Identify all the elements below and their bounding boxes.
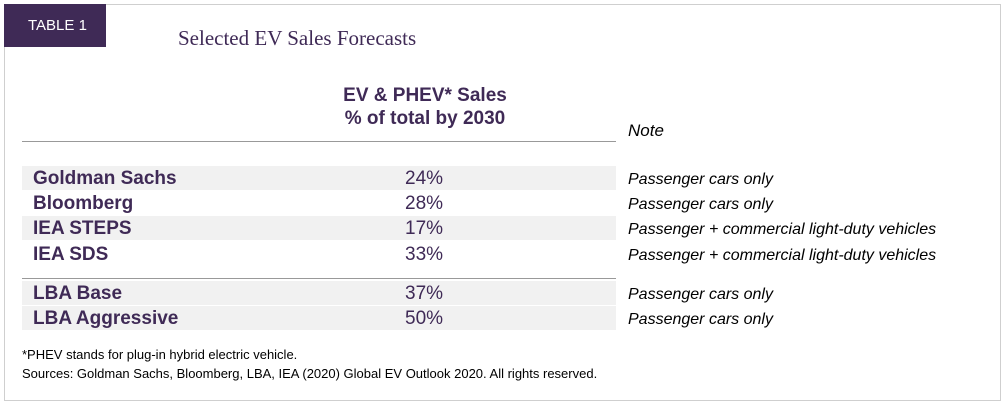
row-note: Passenger cars only	[628, 311, 773, 328]
row-value: 28%	[405, 193, 444, 214]
row-note: Passenger cars only	[628, 171, 773, 188]
row-value: 50%	[405, 308, 444, 329]
row-source: LBA Aggressive	[33, 308, 179, 329]
row-shade	[22, 216, 616, 240]
footnote-sources: Sources: Goldman Sachs, Bloomberg, LBA, …	[22, 366, 598, 381]
table-row: Goldman Sachs 24% Passenger cars only	[22, 166, 982, 190]
table-title: Selected EV Sales Forecasts	[178, 26, 417, 50]
row-value: 33%	[405, 244, 444, 265]
row-note: Passenger cars only	[628, 196, 773, 213]
note-column-header: Note	[628, 121, 664, 140]
row-shade	[22, 242, 616, 266]
row-shade	[22, 166, 616, 190]
section-rule	[22, 278, 616, 279]
table-row: IEA STEPS 17% Passenger + commercial lig…	[22, 216, 982, 240]
row-source: IEA SDS	[33, 244, 109, 265]
table-frame	[4, 4, 1001, 401]
row-value: 17%	[405, 218, 444, 239]
footnote-phev: *PHEV stands for plug-in hybrid electric…	[22, 347, 298, 362]
table-row: IEA SDS 33% Passenger + commercial light…	[22, 242, 982, 266]
row-value: 24%	[405, 168, 444, 189]
header-rule	[22, 141, 616, 142]
table-row: LBA Base 37% Passenger cars only	[22, 281, 982, 305]
column-header-line1: EV & PHEV* Sales	[343, 85, 507, 106]
row-value: 37%	[405, 283, 444, 304]
table-tag: TABLE 1	[4, 4, 106, 47]
row-source: Bloomberg	[33, 193, 134, 214]
row-source: Goldman Sachs	[33, 168, 177, 189]
table-row: Bloomberg 28% Passenger cars only	[22, 191, 982, 215]
row-note: Passenger + commercial light-duty vehicl…	[628, 221, 937, 238]
row-shade	[22, 306, 616, 330]
column-header-line2: % of total by 2030	[344, 108, 506, 129]
column-header: EV & PHEV* Sales % of total by 2030	[310, 84, 540, 130]
row-note: Passenger cars only	[628, 286, 773, 303]
table-row: LBA Aggressive 50% Passenger cars only	[22, 306, 982, 330]
row-source: LBA Base	[33, 283, 123, 304]
row-shade	[22, 281, 616, 305]
row-source: IEA STEPS	[33, 218, 132, 239]
row-note: Passenger + commercial light-duty vehicl…	[628, 247, 937, 264]
